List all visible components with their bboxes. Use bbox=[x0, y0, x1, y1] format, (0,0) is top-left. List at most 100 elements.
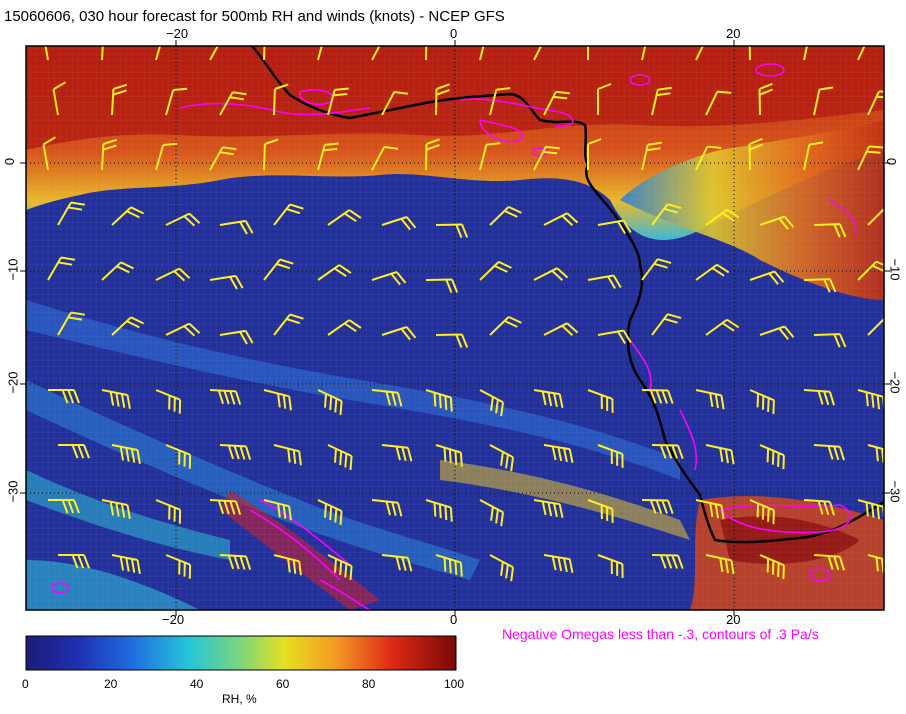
wind-barb bbox=[813, 86, 834, 116]
wind-barb bbox=[219, 219, 254, 235]
wind-barb bbox=[219, 91, 247, 116]
coastline bbox=[251, 46, 884, 544]
lon-tick-top-w20: −20 bbox=[166, 26, 189, 41]
colorbar-label: RH, % bbox=[222, 692, 257, 706]
wind-barb bbox=[42, 136, 57, 171]
wind-barb bbox=[101, 389, 131, 409]
wind-barb bbox=[111, 554, 141, 574]
wind-barbs bbox=[42, 46, 884, 582]
wind-barb bbox=[52, 81, 67, 116]
lon-tick-top-0: 0 bbox=[450, 26, 458, 41]
wind-barb bbox=[803, 278, 837, 293]
wind-barb bbox=[381, 326, 417, 341]
wind-barb bbox=[381, 216, 417, 231]
omega-note: Negative Omegas less than -.3, contours … bbox=[502, 626, 819, 642]
wind-barb bbox=[587, 46, 589, 60]
wind-barb bbox=[705, 318, 740, 336]
wind-barb bbox=[209, 46, 219, 61]
wind-barb bbox=[435, 554, 463, 577]
wind-barb bbox=[803, 499, 835, 516]
wind-barb bbox=[209, 146, 237, 171]
wind-barb bbox=[479, 260, 512, 281]
wind-barb bbox=[263, 46, 266, 61]
wind-barb bbox=[813, 444, 845, 461]
lat-tick-right-0: 0 bbox=[884, 157, 900, 166]
wind-barb bbox=[371, 499, 403, 517]
wind-barb bbox=[165, 322, 201, 337]
wind-barb bbox=[759, 215, 795, 230]
wind-barb bbox=[273, 554, 302, 576]
wind-barb bbox=[371, 389, 403, 407]
wind-barb bbox=[749, 499, 775, 525]
wind-barb bbox=[58, 554, 90, 569]
wind-barb bbox=[155, 389, 182, 414]
wind-barb bbox=[381, 444, 413, 462]
wind-barb bbox=[263, 258, 294, 281]
wind-barb bbox=[641, 258, 672, 281]
wind-barb bbox=[435, 83, 450, 116]
wind-barb bbox=[327, 87, 349, 116]
wind-barb bbox=[263, 389, 292, 411]
wind-barb bbox=[101, 499, 131, 519]
wind-barb bbox=[165, 87, 188, 116]
wind-barb bbox=[803, 141, 824, 171]
wind-barb bbox=[479, 499, 504, 527]
wind-barb bbox=[209, 274, 244, 290]
wind-barb bbox=[219, 329, 254, 345]
wind-barb bbox=[813, 554, 845, 571]
wind-barb bbox=[695, 263, 730, 281]
wind-barb bbox=[111, 316, 145, 336]
axis-ticks bbox=[20, 40, 890, 616]
wind-barb bbox=[209, 499, 242, 516]
colorbar-tick-20: 20 bbox=[104, 677, 118, 691]
wind-barb bbox=[425, 278, 459, 293]
wind-barb bbox=[857, 46, 866, 61]
wind-barb bbox=[48, 499, 80, 514]
colorbar-tick-60: 60 bbox=[276, 677, 290, 691]
wind-barb bbox=[425, 138, 440, 171]
wind-barb bbox=[533, 46, 543, 61]
wind-barb bbox=[641, 46, 647, 61]
wind-barb bbox=[165, 554, 192, 579]
wind-barb bbox=[543, 212, 579, 226]
wind-barb bbox=[435, 333, 469, 348]
wind-barb bbox=[57, 311, 85, 336]
lat-tick-right-s20: −20 bbox=[887, 371, 903, 394]
wind-barb bbox=[111, 206, 145, 226]
wind-barb bbox=[435, 223, 469, 238]
wind-barb bbox=[641, 389, 674, 404]
wind-barb bbox=[327, 319, 362, 336]
wind-barb bbox=[479, 389, 504, 417]
wind-barb bbox=[641, 499, 674, 514]
lat-tick-left-s30: −30 bbox=[5, 480, 21, 503]
lat-tick-right-s30: −30 bbox=[887, 480, 903, 503]
rh-colorbar bbox=[25, 635, 457, 671]
wind-barb bbox=[533, 499, 564, 519]
wind-barb bbox=[111, 83, 128, 116]
wind-barb bbox=[695, 145, 722, 171]
wind-barb bbox=[47, 256, 75, 281]
wind-barb bbox=[748, 46, 751, 61]
wind-barb bbox=[425, 389, 453, 412]
lat-tick-left-0: 0 bbox=[2, 157, 18, 166]
wind-barb bbox=[867, 554, 884, 573]
wind-barb bbox=[435, 444, 463, 467]
colorbar-tick-0: 0 bbox=[22, 677, 29, 691]
wind-barb bbox=[317, 499, 343, 525]
wind-barb bbox=[748, 137, 763, 171]
wind-barb bbox=[587, 499, 614, 523]
wind-barb bbox=[479, 46, 485, 61]
wind-barb bbox=[317, 264, 352, 281]
wind-barb bbox=[533, 145, 560, 171]
colorbar-tick-100: 100 bbox=[444, 677, 465, 691]
wind-barb bbox=[489, 205, 522, 226]
wind-barb bbox=[273, 444, 302, 466]
wind-barb bbox=[651, 203, 682, 226]
wind-barb bbox=[759, 554, 785, 580]
wind-barb bbox=[155, 142, 178, 171]
wind-barb bbox=[371, 271, 407, 286]
wind-barb bbox=[533, 389, 564, 409]
wind-barb bbox=[597, 219, 632, 235]
wind-barb bbox=[597, 83, 612, 115]
